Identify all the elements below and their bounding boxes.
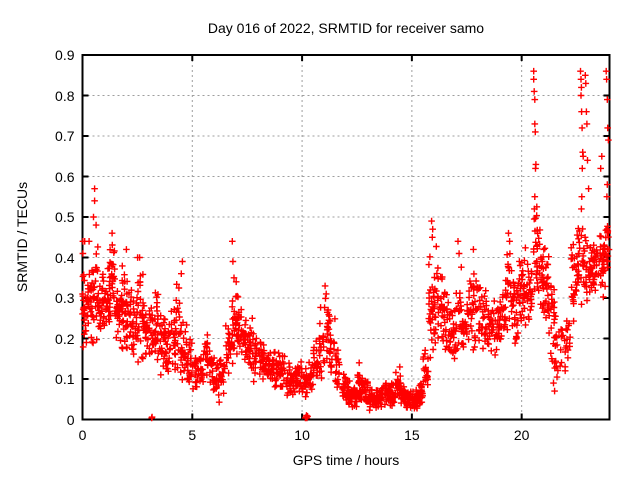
x-tick-label: 20 — [513, 426, 530, 443]
y-tick-label: 0.8 — [55, 87, 75, 104]
y-tick-label: 0.2 — [55, 330, 75, 347]
y-tick-label: 0.7 — [55, 128, 75, 144]
x-tick-label: 15 — [404, 426, 420, 443]
x-tick-label: 0 — [78, 426, 87, 443]
y-tick-label: 0.6 — [55, 168, 75, 185]
y-tick-label: 0.9 — [55, 47, 75, 63]
y-tick-label: 0.5 — [55, 209, 75, 225]
x-tick-label: 10 — [294, 426, 310, 443]
x-tick-label: 5 — [188, 426, 197, 443]
y-tick-label: 0.1 — [55, 371, 75, 387]
y-tick-label: 0 — [66, 411, 75, 428]
scatter-points — [79, 67, 613, 422]
chart-title: Day 016 of 2022, SRMTID for receiver sam… — [207, 20, 485, 36]
plot-border — [81, 54, 611, 421]
y-tick-label: 0.4 — [55, 249, 75, 266]
y-tick-label: 0.3 — [55, 290, 75, 306]
x-axis-title: GPS time / hours — [292, 452, 400, 468]
